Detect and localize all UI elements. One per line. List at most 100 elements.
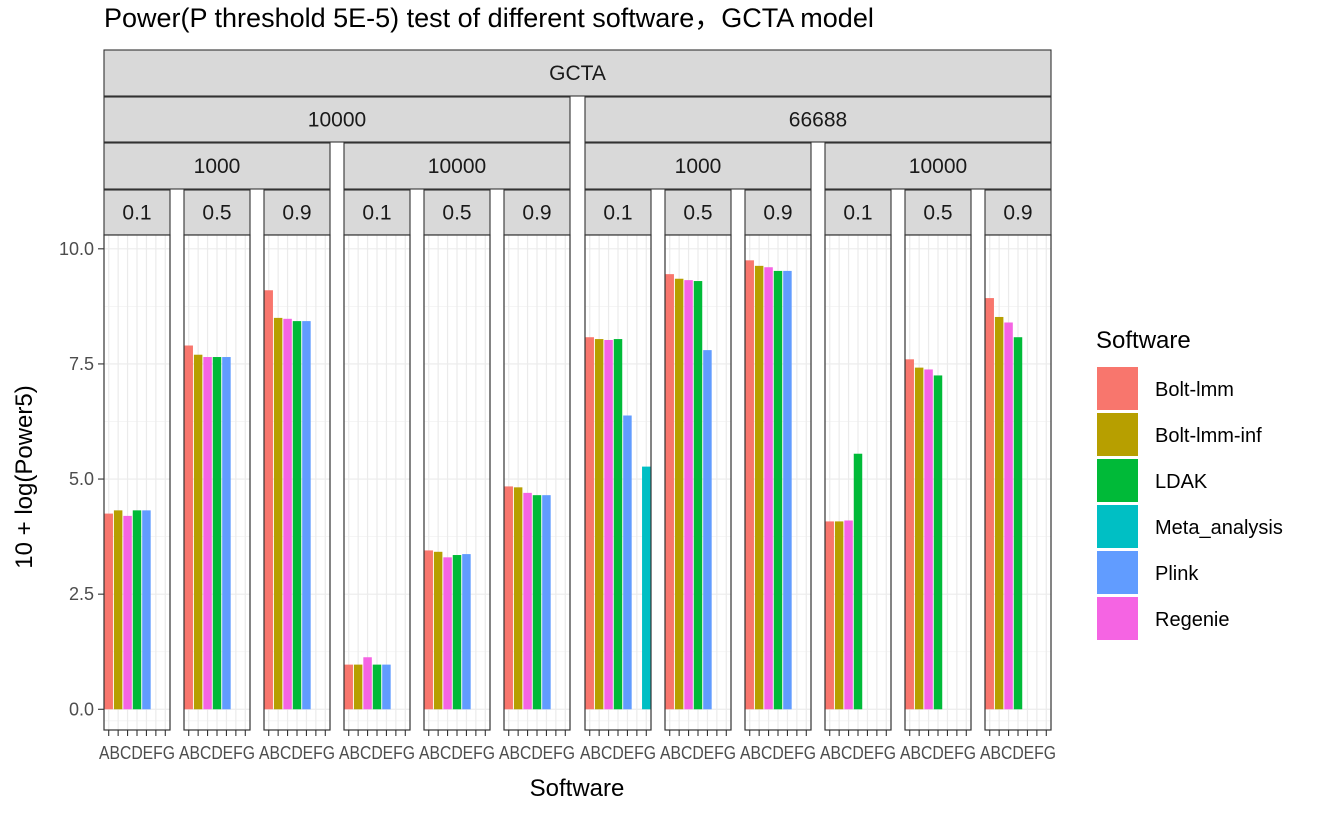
- bar-regenie-11: [924, 369, 933, 710]
- panel-8: ABCDEFG: [660, 234, 736, 763]
- legend-label-bolt-lmm-inf: Bolt-lmm-inf: [1155, 425, 1262, 447]
- bar-regenie-7: [604, 339, 613, 710]
- x-tick-labels-1: ABCDEFG: [99, 743, 175, 763]
- bar-regenie-4: [363, 657, 372, 710]
- bar-bolt-lmm-5: [424, 550, 433, 710]
- bar-bolt-lmm-10: [825, 521, 834, 710]
- bar-plink-3: [302, 321, 311, 710]
- bar-bolt-lmm-9: [745, 260, 754, 710]
- x-tick-labels-6: ABCDEFG: [499, 743, 575, 763]
- strip-panel-4: 0.1: [362, 202, 391, 225]
- bar-ldak-8: [693, 281, 703, 710]
- y-axis-title: 10 + log(Power5): [11, 385, 38, 568]
- bar-plink-1: [142, 510, 151, 710]
- bar-ldak-9: [773, 270, 783, 710]
- legend-key-meta_analysis: [1097, 505, 1138, 548]
- panel-11: ABCDEFG: [900, 234, 976, 763]
- x-tick-labels-4: ABCDEFG: [339, 743, 415, 763]
- legend-key-plink: [1097, 551, 1138, 594]
- strip-group-2: 66688: [789, 109, 847, 132]
- bar-regenie-6: [523, 492, 532, 710]
- bar-plink-5: [462, 554, 471, 710]
- bar-bolt-lmm-12: [985, 298, 994, 710]
- strip-panel-4-bg: [343, 189, 411, 236]
- panels-layer: GCTA 10000 1000 0.1 0.5 0.9 10000 0.1 0.5 0.9 6668…: [99, 49, 1056, 763]
- y-tick-label: 10.0: [59, 239, 94, 259]
- strip-panel-12: 0.9: [1003, 202, 1032, 225]
- strip-panel-1: 0.1: [122, 202, 151, 225]
- bar-bolt-lmm-8: [665, 274, 674, 710]
- strip-subgroup-1-1-bg: [103, 142, 331, 190]
- bar-regenie-9: [764, 267, 773, 710]
- bar-plink-8: [703, 350, 712, 710]
- strip-subgroup-2-1-bg: [584, 142, 812, 190]
- bar-ldak-3: [292, 321, 302, 710]
- panel-5: ABCDEFG: [419, 234, 495, 763]
- bar-bolt-lmm-inf-3: [273, 317, 283, 710]
- strip-panel-8-bg: [664, 189, 732, 236]
- bar-meta_analysis-7: [642, 466, 651, 710]
- x-tick-labels-9: ABCDEFG: [740, 743, 816, 763]
- panel-9: ABCDEFG: [740, 234, 816, 763]
- strip-group-2-bg: [584, 96, 1052, 143]
- bar-ldak-6: [532, 495, 542, 710]
- strip-panel-6-bg: [503, 189, 571, 236]
- strip-panel-2: 0.5: [202, 202, 231, 225]
- strip-group-1: 10000: [308, 109, 366, 132]
- bar-regenie-8: [684, 280, 693, 710]
- strip-panel-9: 0.9: [763, 202, 792, 225]
- bar-bolt-lmm-7: [585, 337, 594, 710]
- bar-bolt-lmm-4: [344, 664, 353, 710]
- panel-1: ABCDEFG: [99, 234, 175, 763]
- y-tick-label: 5.0: [69, 469, 94, 489]
- bar-bolt-lmm-inf-10: [834, 521, 844, 710]
- bar-regenie-3: [283, 318, 292, 710]
- x-tick-labels-3: ABCDEFG: [259, 743, 335, 763]
- bar-bolt-lmm-inf-11: [914, 367, 924, 710]
- y-tick-label: 2.5: [69, 584, 94, 604]
- legend-title: Software: [1096, 327, 1191, 354]
- panel-6: ABCDEFG: [499, 234, 575, 763]
- bar-bolt-lmm-11: [905, 359, 914, 710]
- panel-3: ABCDEFG: [259, 234, 335, 763]
- chart-title: Power(P threshold 5E-5) test of differen…: [104, 3, 874, 33]
- bar-bolt-lmm-3: [264, 290, 273, 710]
- strip-panel-10-bg: [824, 189, 892, 236]
- bar-plink-7: [623, 415, 632, 710]
- strip-subgroup-2-1: 1000: [675, 155, 722, 178]
- bar-bolt-lmm-inf-2: [193, 354, 203, 710]
- strip-panel-6: 0.9: [522, 202, 551, 225]
- panel-10: ABCDEFG: [820, 234, 896, 763]
- bar-ldak-4: [372, 664, 382, 710]
- bar-bolt-lmm-inf-4: [353, 664, 363, 710]
- bar-bolt-lmm-6: [504, 486, 513, 710]
- strip-subgroup-1-2-bg: [343, 142, 571, 190]
- bar-bolt-lmm-inf-1: [113, 510, 123, 710]
- strip-panel-3-bg: [263, 189, 331, 236]
- x-tick-labels-12: ABCDEFG: [980, 743, 1056, 763]
- bar-bolt-lmm-inf-9: [754, 265, 764, 710]
- bar-ldak-1: [132, 510, 142, 710]
- y-axis: 0.0 2.5 5.0 7.5 10.0: [59, 239, 104, 719]
- bar-bolt-lmm-inf-8: [674, 278, 684, 710]
- panel-12: ABCDEFG: [980, 234, 1056, 763]
- strip-panel-12-bg: [984, 189, 1052, 236]
- legend: Software Bolt-lmm Bolt-lmm-inf LDAK Meta_an…: [1096, 327, 1283, 640]
- x-tick-labels-5: ABCDEFG: [419, 743, 495, 763]
- y-tick-label: 0.0: [69, 699, 94, 719]
- strip-panel-11: 0.5: [923, 202, 952, 225]
- strip-subgroup-2-2: 10000: [909, 155, 967, 178]
- bar-plink-9: [783, 270, 792, 710]
- bar-bolt-lmm-inf-5: [433, 551, 443, 710]
- bar-bolt-lmm-inf-7: [594, 339, 604, 710]
- bar-bolt-lmm-inf-12: [994, 316, 1004, 710]
- legend-key-bolt-lmm: [1097, 367, 1138, 410]
- legend-label-plink: Plink: [1155, 563, 1199, 585]
- legend-label-regenie: Regenie: [1155, 609, 1230, 631]
- bar-ldak-5: [452, 555, 462, 710]
- strip-panel-11-bg: [904, 189, 972, 236]
- strip-panel-3: 0.9: [282, 202, 311, 225]
- strip-panel-10: 0.1: [843, 202, 872, 225]
- panel-4: ABCDEFG: [339, 234, 415, 763]
